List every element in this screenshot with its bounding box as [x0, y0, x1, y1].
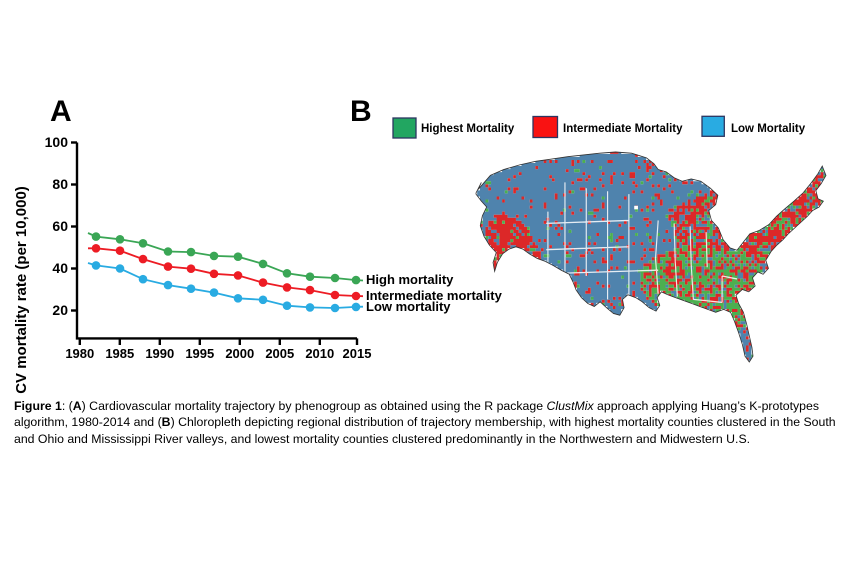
- svg-text:2010: 2010: [305, 346, 334, 361]
- svg-text:1995: 1995: [185, 346, 214, 361]
- svg-text:2000: 2000: [225, 346, 254, 361]
- svg-text:1985: 1985: [105, 346, 134, 361]
- svg-text:20: 20: [52, 302, 68, 318]
- svg-text:High mortality: High mortality: [366, 272, 454, 287]
- svg-text:1990: 1990: [145, 346, 174, 361]
- svg-text:100: 100: [45, 134, 69, 150]
- svg-text:Low mortality: Low mortality: [366, 299, 451, 314]
- svg-text:40: 40: [52, 260, 68, 276]
- svg-text:80: 80: [52, 176, 68, 192]
- svg-text:2005: 2005: [265, 346, 294, 361]
- svg-text:CV mortality rate (per 10,000): CV mortality rate (per 10,000): [13, 186, 30, 394]
- svg-text:1980: 1980: [65, 346, 94, 361]
- svg-text:60: 60: [52, 218, 68, 234]
- svg-text:2015: 2015: [343, 346, 372, 361]
